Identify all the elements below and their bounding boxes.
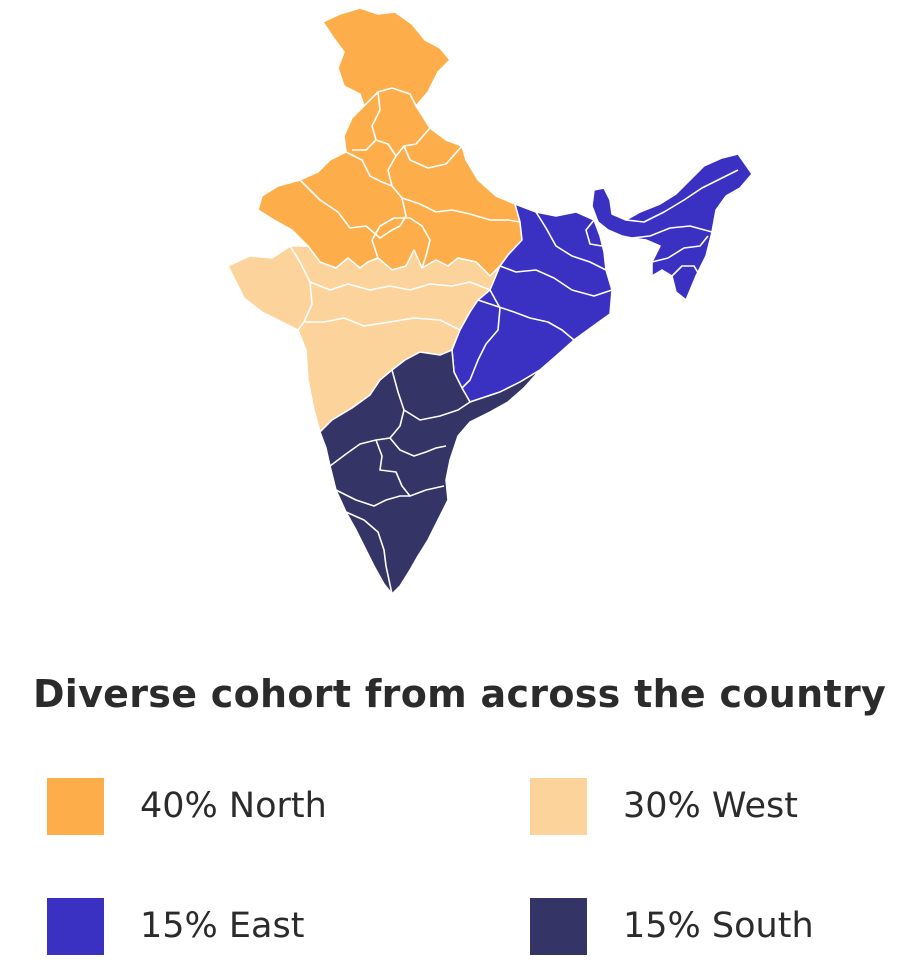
swatch-north [47,777,104,835]
region-south [319,349,541,595]
state-borders [289,87,739,595]
legend-label-east: 15% East [140,906,305,946]
region-north [257,7,523,277]
legend-label-south: 15% South [623,906,814,946]
swatch-south [530,897,587,955]
legend-item-west: 30% West [530,777,798,835]
swatch-east [47,897,104,955]
legend-item-east: 15% East [47,897,304,955]
india-map-svg [227,7,753,595]
swatch-west [530,777,587,835]
india-map [227,7,753,595]
page-title: Diverse cohort from across the country [32,672,887,716]
legend-label-west: 30% West [623,786,798,826]
legend-item-south: 15% South [530,897,814,955]
legend-label-north: 40% North [140,786,327,826]
legend-item-north: 40% North [47,777,327,835]
